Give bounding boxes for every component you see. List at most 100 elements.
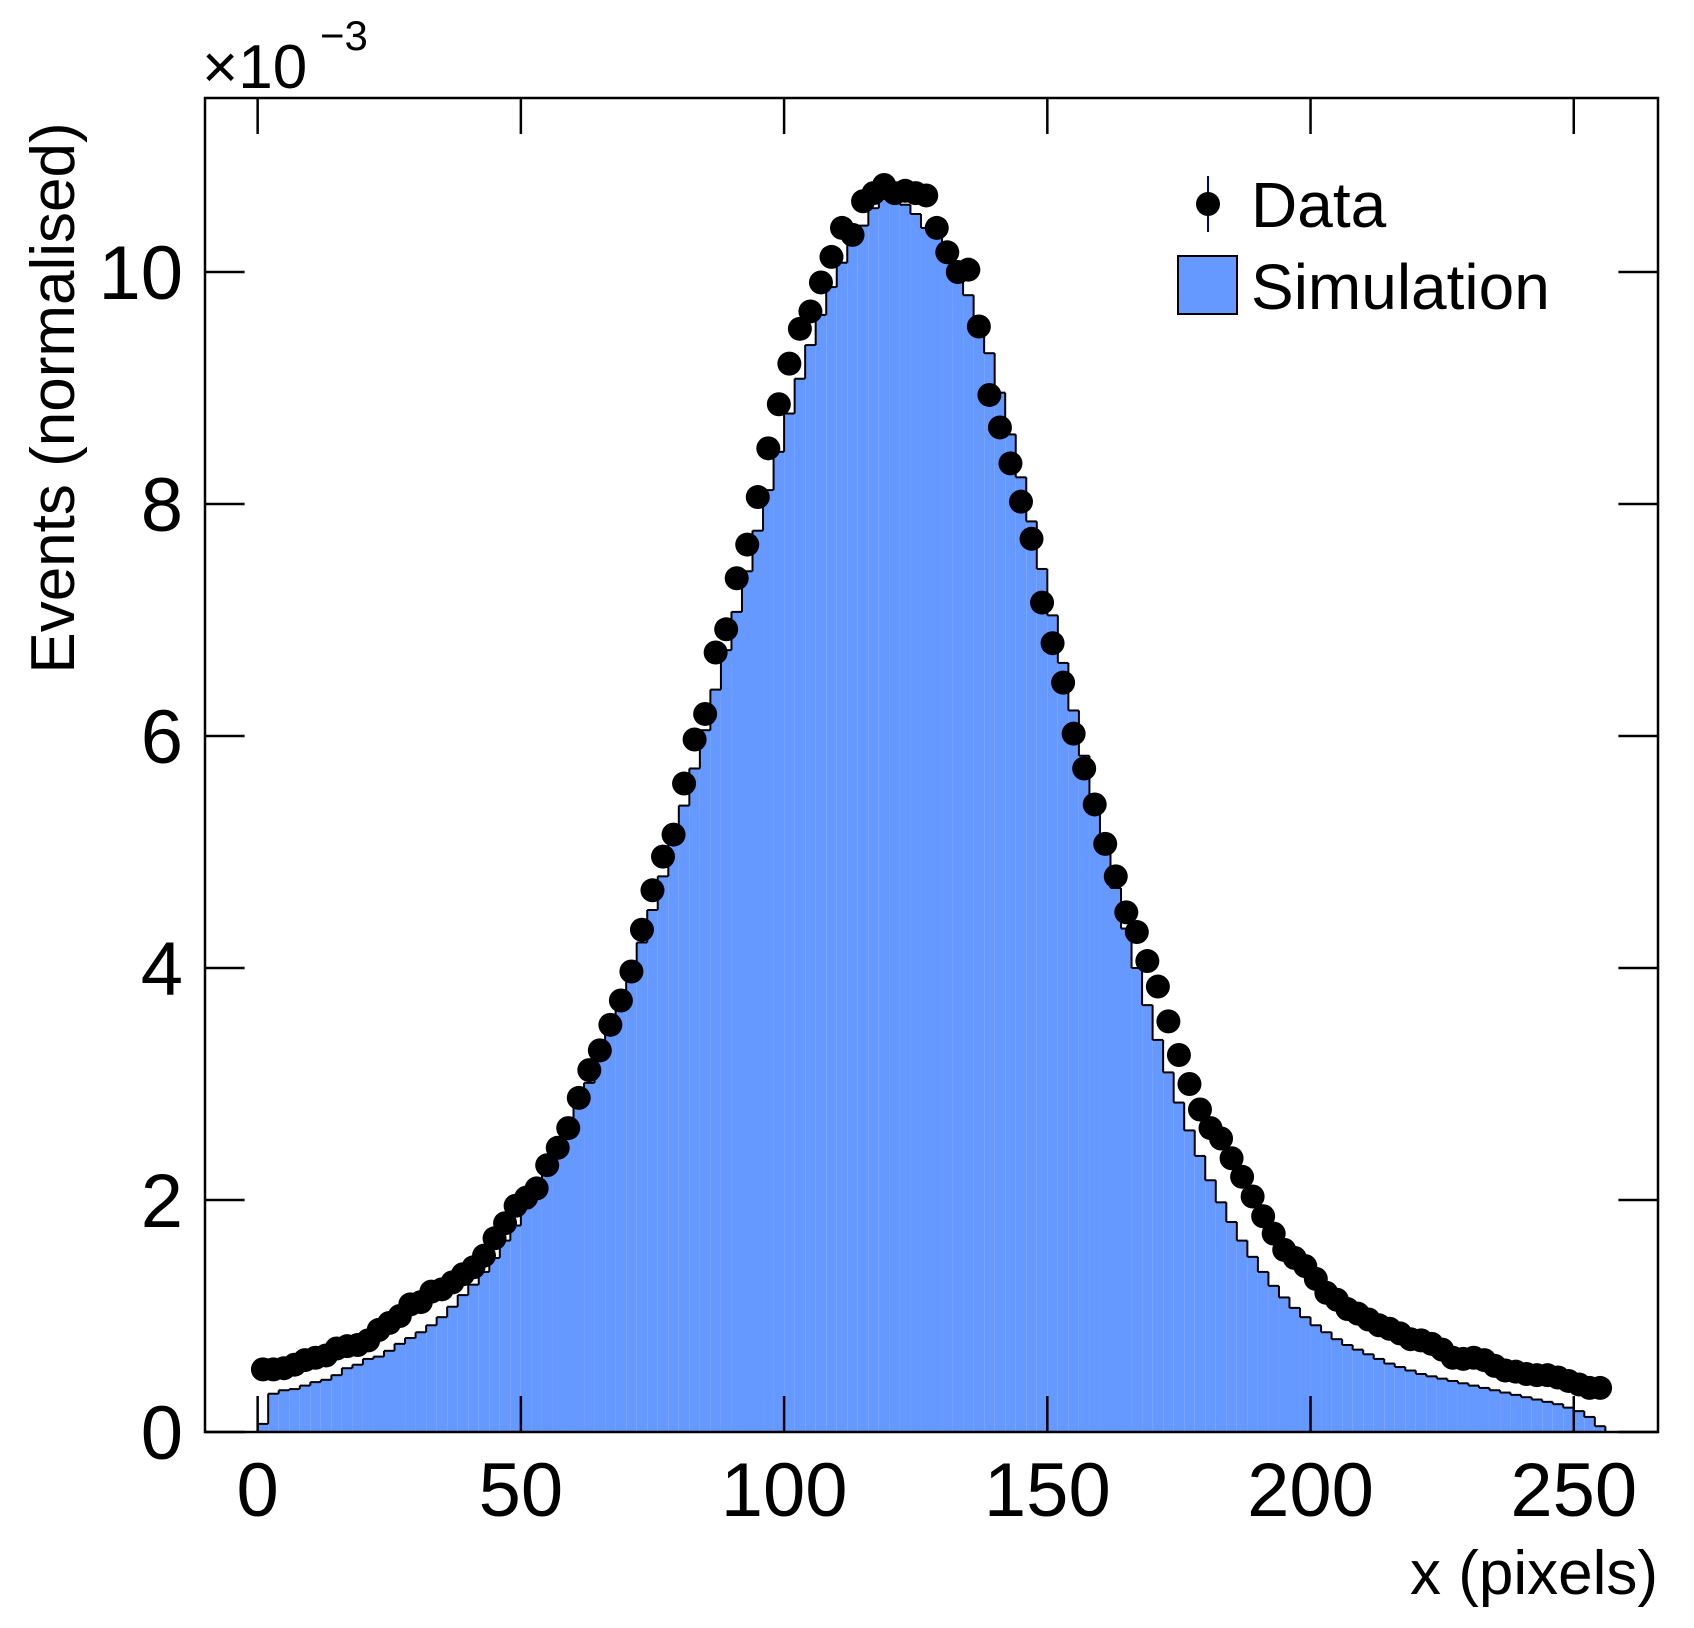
- data-point: [672, 771, 697, 796]
- histogram-bar: [1310, 1325, 1322, 1432]
- histogram-bar: [394, 1343, 406, 1432]
- data-point: [714, 617, 739, 642]
- histogram-bar: [763, 490, 774, 1433]
- histogram-bar: [1415, 1374, 1427, 1432]
- data-point: [682, 727, 707, 752]
- data-point: [1209, 1126, 1234, 1151]
- histogram-bar: [1131, 968, 1143, 1432]
- histogram-bar: [794, 378, 806, 1433]
- data-point: [935, 240, 960, 265]
- data-point: [651, 844, 676, 869]
- data-point: [577, 1058, 602, 1083]
- data-point: [745, 485, 770, 510]
- histogram-bar: [805, 345, 816, 1433]
- histogram-bar: [668, 841, 679, 1432]
- histogram-bar: [541, 1172, 553, 1432]
- data-point: [1051, 670, 1076, 695]
- data-point: [924, 215, 949, 240]
- y-tick-label: 4: [141, 927, 183, 1012]
- histogram-bar: [1510, 1394, 1522, 1432]
- histogram-bar: [678, 805, 690, 1432]
- histogram-bar: [278, 1390, 290, 1432]
- histogram-bar: [383, 1350, 395, 1432]
- data-point: [640, 878, 665, 903]
- data-point: [1124, 920, 1149, 945]
- histogram-bar: [1078, 755, 1090, 1432]
- histogram-bar: [910, 214, 921, 1432]
- histogram-bar: [1479, 1387, 1490, 1432]
- histogram-bar: [499, 1240, 511, 1432]
- histogram-bar: [699, 730, 711, 1432]
- data-point: [566, 1085, 591, 1110]
- histogram-bar: [1184, 1130, 1195, 1432]
- histogram-bar: [878, 198, 890, 1432]
- histogram-bar: [1257, 1271, 1269, 1432]
- y-scale-exponent: −3: [320, 12, 368, 59]
- data-point: [472, 1243, 497, 1268]
- data-point: [629, 917, 654, 942]
- histogram-bar: [1426, 1376, 1437, 1432]
- histogram-bar: [773, 451, 785, 1432]
- histogram-bar: [415, 1332, 427, 1432]
- data-point: [493, 1211, 518, 1236]
- data-point: [1114, 900, 1139, 925]
- data-point: [1008, 489, 1033, 514]
- histogram-bar: [1205, 1180, 1216, 1432]
- histogram-bar: [899, 204, 911, 1433]
- histogram-bar: [994, 392, 1006, 1432]
- histogram-bar: [1268, 1285, 1279, 1432]
- histogram-bar: [973, 320, 985, 1433]
- histogram-bar: [847, 240, 858, 1433]
- data-point: [735, 532, 760, 557]
- histogram-bar: [436, 1317, 448, 1432]
- histogram-bar: [468, 1284, 479, 1432]
- x-tick-label: 50: [479, 1448, 564, 1533]
- histogram-bar: [426, 1325, 437, 1432]
- histogram-bar: [605, 1030, 616, 1432]
- histogram-bar: [1278, 1297, 1290, 1432]
- data-point: [1019, 526, 1044, 551]
- histogram-bar: [1321, 1332, 1332, 1432]
- histogram-bar: [615, 1002, 627, 1432]
- histogram-bar: [310, 1382, 321, 1432]
- histogram-bar: [531, 1190, 542, 1432]
- histogram-bar: [1173, 1102, 1185, 1432]
- data-point: [977, 382, 1002, 407]
- data-point: [956, 257, 981, 282]
- x-tick-label: 200: [1247, 1448, 1374, 1533]
- histogram-bar: [573, 1107, 585, 1432]
- data-point: [1093, 831, 1118, 856]
- histogram-bar: [447, 1306, 458, 1432]
- histogram-bar: [1363, 1354, 1374, 1432]
- data-point: [1166, 1043, 1191, 1067]
- histogram-bar: [826, 287, 837, 1433]
- data-point: [703, 640, 728, 665]
- histogram-bar: [552, 1151, 563, 1432]
- data-point: [1177, 1072, 1202, 1096]
- legend-label: Data: [1251, 169, 1387, 241]
- data-point: [756, 436, 781, 461]
- histogram-bar: [1089, 800, 1100, 1432]
- data-point: [987, 415, 1012, 440]
- histogram-bar: [1342, 1345, 1353, 1432]
- histogram-bar: [626, 973, 637, 1432]
- y-scale-label: ×10: [202, 33, 307, 102]
- histogram-bar: [731, 611, 742, 1432]
- data-point: [1103, 864, 1128, 889]
- histogram-bar: [1005, 434, 1016, 1432]
- histogram-bar: [1468, 1385, 1480, 1432]
- legend-label: Simulation: [1251, 251, 1550, 323]
- legend-marker: [1196, 192, 1220, 216]
- data-point: [535, 1153, 560, 1178]
- histogram-bar: [636, 942, 648, 1432]
- x-tick-label: 250: [1510, 1448, 1637, 1533]
- histogram-bar: [510, 1225, 521, 1432]
- histogram-bar: [1057, 662, 1069, 1432]
- data-point: [966, 314, 991, 339]
- histogram-bar: [1247, 1256, 1258, 1432]
- data-point: [619, 959, 644, 984]
- histogram-bar: [1352, 1349, 1364, 1432]
- histogram-bar: [1594, 1426, 1606, 1432]
- data-point: [1145, 974, 1170, 999]
- data-point: [693, 701, 718, 726]
